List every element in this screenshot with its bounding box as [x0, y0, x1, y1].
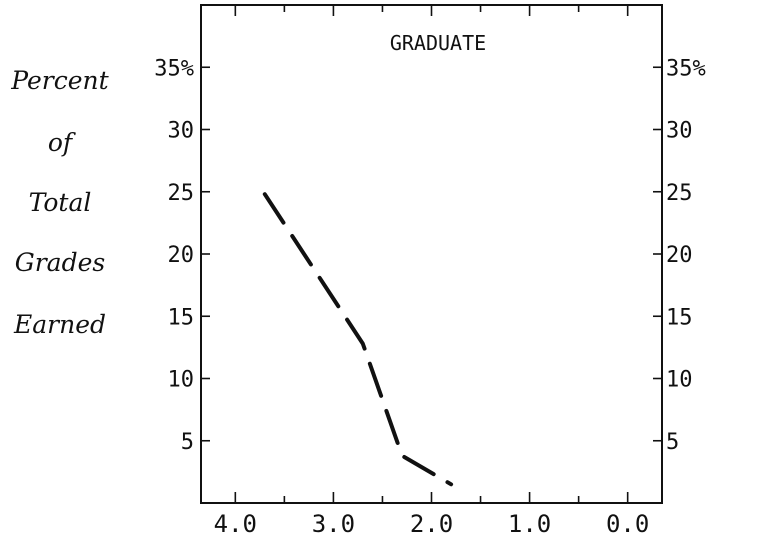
data-series [262, 192, 454, 487]
y-tick-label-left: 30 [168, 119, 195, 144]
y-tick-label-left: 25 [168, 181, 195, 206]
y-tick-label-left: 5 [181, 430, 194, 455]
y-tick-label-right: 5 [666, 430, 679, 455]
y-axis-title-line-4: Grades [14, 248, 106, 277]
y-axis-title-line-3: Total [28, 188, 92, 217]
x-tick-label: 0.0 [606, 510, 649, 538]
y-tick-label-right: 25 [666, 181, 693, 206]
y-axis-title-line-2: of [47, 128, 73, 157]
y-tick-label-left: 20 [168, 243, 195, 268]
chart-title: GRADUATE [390, 31, 486, 55]
x-tick-label: 4.0 [214, 510, 257, 538]
y-tick-label-left: 10 [168, 368, 195, 393]
y-tick-label-right: 20 [666, 243, 693, 268]
x-tick-label: 1.0 [508, 510, 551, 538]
x-tick-label: 3.0 [312, 510, 355, 538]
x-tick-label: 2.0 [410, 510, 453, 538]
y-tick-label-left: 35% [154, 56, 194, 81]
axis-tick-labels: 5 5 10 10 15 15 20 20 25 25 30 30 35% 35% 4.0 3.0 2.0 1.0… [154, 56, 706, 538]
y-tick-label-right: 15 [666, 305, 693, 330]
y-tick-label-right: 10 [666, 368, 693, 393]
y-axis-title-line-5: Earned [13, 310, 106, 339]
y-tick-label-left: 15 [168, 305, 195, 330]
series-line [262, 192, 454, 487]
y-tick-label-right: 35% [666, 56, 706, 81]
y-tick-label-right: 30 [666, 119, 693, 144]
axis-ticks [201, 5, 662, 503]
plot-frame [200, 4, 663, 504]
y-axis-title-line-1: Percent [11, 66, 109, 95]
